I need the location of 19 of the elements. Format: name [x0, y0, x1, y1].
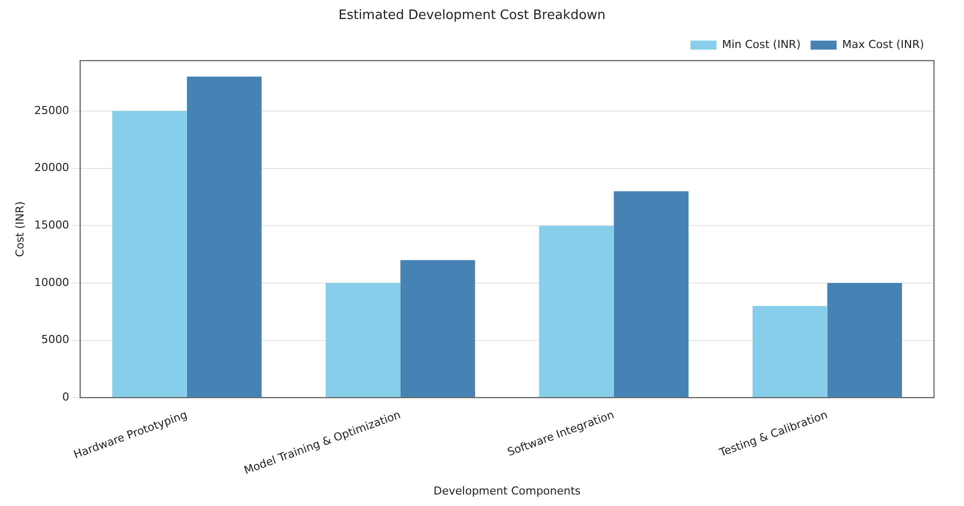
y-tick-label: 0: [62, 390, 70, 404]
bar: [752, 306, 828, 398]
y-tick-label: 15000: [34, 218, 70, 232]
y-tick-label: 10000: [34, 276, 70, 289]
bar: [400, 260, 476, 398]
bar: [326, 283, 400, 398]
chart-title: Estimated Development Cost Breakdown: [338, 8, 606, 24]
bar: [539, 226, 614, 398]
y-tick-label: 5000: [41, 333, 70, 346]
legend-label: Max Cost (INR): [842, 38, 924, 51]
y-tick-label: 20000: [34, 161, 70, 174]
bar: [112, 111, 187, 398]
legend-label: Min Cost (INR): [722, 38, 801, 51]
x-axis-title: Development Components: [434, 484, 581, 498]
y-axis-title: Cost (INR): [13, 201, 26, 257]
y-tick-label: 25000: [34, 104, 70, 117]
bar: [827, 283, 902, 398]
bar: [186, 76, 262, 398]
bar: [614, 191, 689, 398]
